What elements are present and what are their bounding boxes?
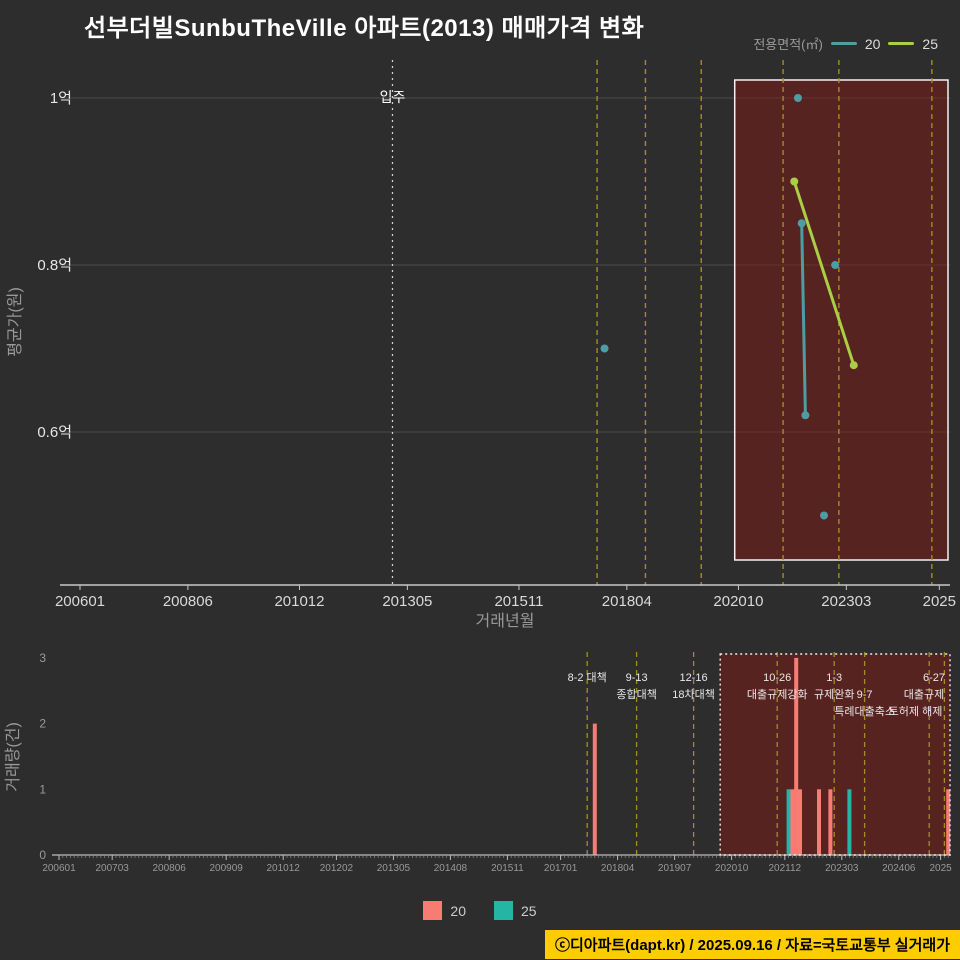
move-in-label: 입주 bbox=[380, 89, 406, 105]
page-title: 선부더빌SunbuTheVille 아파트(2013) 매매가격 변화 bbox=[84, 15, 645, 42]
policy-event-label: 대출규제강화 bbox=[747, 688, 808, 701]
y-tick-label: 1 bbox=[39, 782, 46, 796]
x-tick-label: 201305 bbox=[382, 593, 432, 610]
price-line-20 bbox=[800, 221, 807, 417]
x-tick-label: 202010 bbox=[715, 863, 749, 874]
policy-event-label: 9-7 bbox=[857, 689, 873, 701]
policy-event-label: 12-16 bbox=[680, 672, 708, 684]
legend-swatch-20-icon bbox=[423, 901, 443, 920]
volume-bar-20[interactable] bbox=[798, 789, 802, 855]
x-tick-label: 201511 bbox=[494, 593, 543, 610]
volume-bar-20[interactable] bbox=[828, 789, 833, 855]
policy-event-label: 규제완화 bbox=[814, 688, 854, 701]
x-tick-label: 201012 bbox=[267, 863, 301, 874]
x-tick-label: 201511 bbox=[491, 863, 524, 874]
x-tick-label: 201305 bbox=[377, 863, 411, 874]
volume-bar-25[interactable] bbox=[847, 789, 852, 855]
y-tick-label: 0.6억 bbox=[37, 424, 72, 441]
volume-bar-20[interactable] bbox=[794, 657, 799, 855]
x-tick-label: 202010 bbox=[713, 593, 763, 610]
x-tick-label: 200806 bbox=[163, 593, 213, 610]
footer-credit: ⓒ디아파트(dapt.kr) / 2025.09.16 / 자료=국토교통부 실… bbox=[544, 930, 960, 959]
volume-bar-20[interactable] bbox=[790, 789, 795, 855]
policy-event-label: 1-3 bbox=[826, 672, 842, 684]
x-tick-label: 201701 bbox=[544, 863, 578, 874]
area-legend-label: 전용면적(㎡) bbox=[753, 37, 823, 52]
x-tick-label: 200703 bbox=[96, 863, 130, 874]
price-point-25[interactable] bbox=[849, 361, 858, 370]
legend-swatch-label-20: 20 bbox=[450, 902, 466, 919]
x-tick-label: 202112 bbox=[768, 863, 801, 874]
price-point-20[interactable] bbox=[831, 261, 840, 269]
y-axis-title: 평균가(원) bbox=[6, 287, 24, 357]
legend-line-25-icon bbox=[888, 42, 915, 45]
policy-event-label: 6-27 bbox=[923, 672, 945, 684]
y-tick-label: 0 bbox=[39, 848, 46, 862]
x-tick-label: 200601 bbox=[42, 863, 76, 874]
price-point-20[interactable] bbox=[600, 344, 609, 353]
volume-legend-item-25[interactable]: 25 bbox=[494, 901, 537, 920]
x-tick-label: 2025 bbox=[923, 593, 956, 610]
x-tick-label: 200601 bbox=[55, 593, 105, 610]
highlight-region-price[interactable] bbox=[733, 79, 949, 561]
volume-legend: 20 25 bbox=[0, 901, 960, 920]
x-tick-label: 200806 bbox=[153, 863, 187, 874]
y-tick-label: 0.8억 bbox=[37, 257, 72, 274]
price-line-25 bbox=[792, 180, 856, 367]
volume-legend-item-20[interactable]: 20 bbox=[423, 901, 466, 920]
policy-event-label: 종합대책 bbox=[616, 688, 656, 701]
price-point-20[interactable] bbox=[797, 219, 806, 228]
x-tick-label: 201408 bbox=[434, 863, 468, 874]
price-point-20[interactable] bbox=[793, 94, 802, 102]
x-tick-label: 201804 bbox=[602, 593, 652, 610]
legend-value-20[interactable]: 20 bbox=[864, 35, 881, 52]
legend-value-25[interactable]: 25 bbox=[922, 35, 938, 52]
x-tick-label: 2025 bbox=[929, 863, 952, 874]
y-tick-label: 1억 bbox=[50, 90, 72, 107]
price-point-20[interactable] bbox=[801, 411, 810, 420]
x-tick-label: 201012 bbox=[274, 593, 324, 610]
x-tick-label: 202303 bbox=[821, 593, 871, 610]
legend-line-20-icon bbox=[830, 42, 857, 45]
policy-event-label: 대출규제 bbox=[904, 688, 944, 701]
y-tick-label: 2 bbox=[39, 717, 46, 731]
volume-bar-20[interactable] bbox=[817, 789, 821, 855]
volume-bar-25[interactable] bbox=[786, 789, 791, 855]
volume-bar-20[interactable] bbox=[592, 723, 597, 855]
price-point-20[interactable] bbox=[820, 511, 828, 520]
policy-event-label: 8-2 대책 bbox=[568, 671, 607, 684]
x-tick-label: 202303 bbox=[825, 863, 859, 874]
x-tick-label: 202406 bbox=[882, 863, 916, 874]
policy-event-label: 18차대책 bbox=[672, 688, 715, 701]
x-tick-label: 201907 bbox=[658, 863, 692, 874]
policy-event-label: 토허제 해제 bbox=[889, 704, 943, 718]
highlight-border-volume bbox=[719, 653, 951, 856]
x-axis-title: 거래년월 bbox=[476, 612, 535, 630]
policy-event-label: 특례대출축소 bbox=[834, 705, 895, 718]
x-tick-label: 200909 bbox=[210, 863, 244, 874]
x-tick-label: 201804 bbox=[601, 863, 635, 874]
volume-bar-20[interactable] bbox=[946, 789, 951, 855]
policy-event-label: 10-26 bbox=[763, 672, 791, 684]
highlight-region-volume[interactable] bbox=[720, 654, 950, 855]
x-tick-label: 201202 bbox=[320, 863, 354, 874]
y-tick-label: 3 bbox=[39, 651, 46, 665]
price-point-25[interactable] bbox=[790, 177, 799, 186]
policy-event-label: 9-13 bbox=[626, 672, 648, 684]
legend-swatch-label-25: 25 bbox=[521, 902, 537, 919]
y-axis-title-volume: 거래량(건) bbox=[4, 722, 22, 792]
legend-swatch-25-icon bbox=[494, 901, 513, 920]
area-legend: 전용면적(㎡) 20 25 bbox=[753, 34, 938, 53]
